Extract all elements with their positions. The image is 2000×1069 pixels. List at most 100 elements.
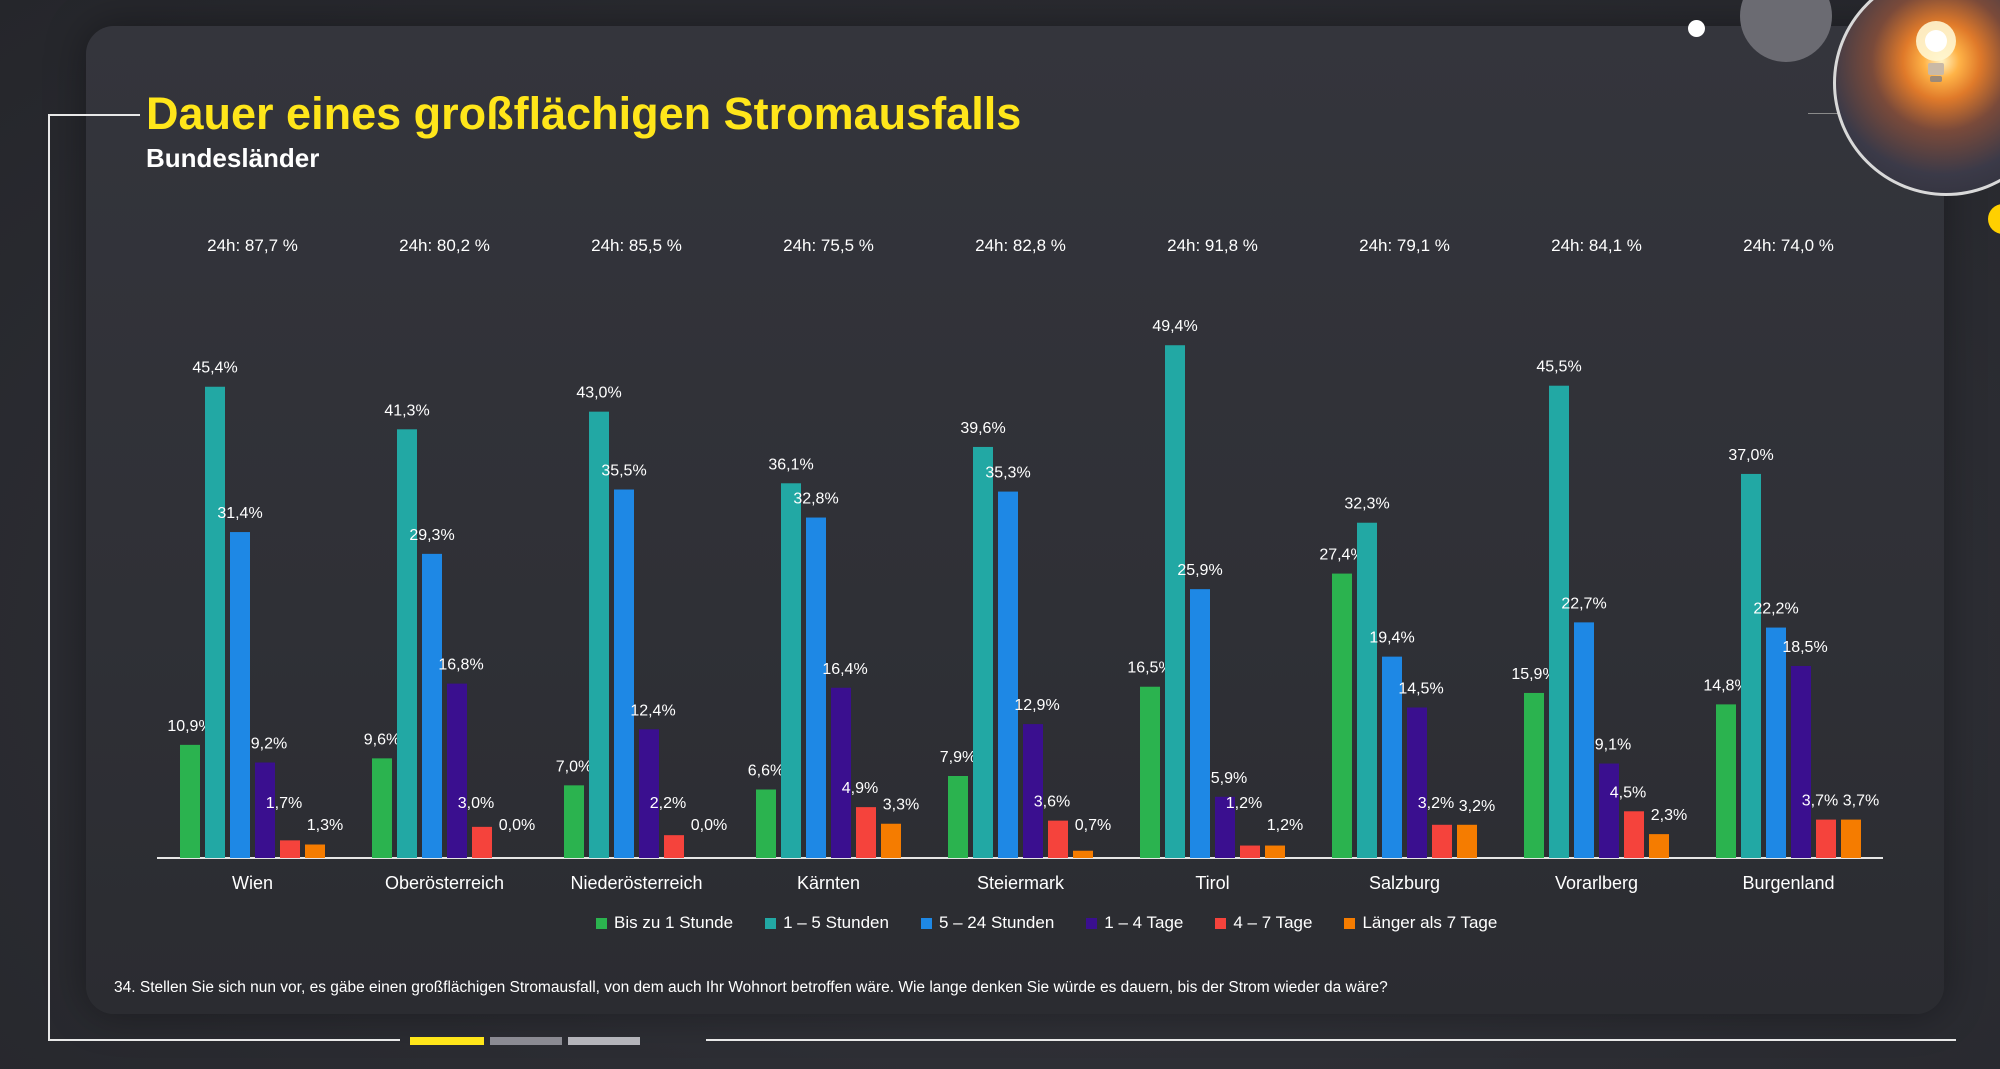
data-label: 35,3% <box>985 465 1030 482</box>
category-label: Salzburg <box>1369 873 1440 893</box>
lightbulb-icon <box>1916 21 1956 82</box>
legend-swatch <box>1086 917 1098 929</box>
data-label: 5,9% <box>1211 770 1247 787</box>
data-label: 37,0% <box>1728 447 1773 464</box>
bar <box>230 532 250 858</box>
bar <box>1816 819 1836 858</box>
data-label: 10,9% <box>167 718 212 735</box>
bar <box>1766 627 1786 858</box>
group-annotation: 24h: 85,5 % <box>591 236 682 255</box>
bar <box>564 785 584 858</box>
bar <box>1649 834 1669 858</box>
bar <box>280 840 300 858</box>
data-label: 2,2% <box>650 795 686 812</box>
data-label: 31,4% <box>217 505 262 522</box>
bar <box>205 386 225 858</box>
data-label: 29,3% <box>409 527 454 544</box>
data-label: 0,7% <box>1075 817 1111 834</box>
frame-line-top <box>48 114 140 116</box>
bar <box>856 807 876 858</box>
bar <box>1716 704 1736 858</box>
question-footnote: 34. Stellen Sie sich nun vor, es gäbe ei… <box>114 979 1388 996</box>
legend-label: 5 – 24 Stunden <box>938 913 1055 932</box>
bar <box>781 483 801 858</box>
legend-swatch <box>1215 917 1227 929</box>
data-label: 16,8% <box>438 657 483 674</box>
data-label: 12,9% <box>1014 697 1059 714</box>
bar <box>1574 622 1594 858</box>
group-annotation: 24h: 74,0 % <box>1743 236 1834 255</box>
bar <box>305 844 325 858</box>
legend-item: Länger als 7 Tage <box>1344 913 1497 933</box>
bar <box>255 762 275 858</box>
group-annotation: 24h: 80,2 % <box>399 236 490 255</box>
data-label: 3,7% <box>1802 793 1838 810</box>
bar <box>180 744 200 858</box>
bar <box>639 729 659 858</box>
bar <box>1215 796 1235 858</box>
legend-label: 4 – 7 Tage <box>1233 913 1313 932</box>
data-label: 3,2% <box>1418 795 1454 812</box>
bar <box>397 429 417 858</box>
legend-swatch <box>596 917 607 929</box>
data-label: 1,3% <box>307 817 343 834</box>
data-label: 9,1% <box>1595 737 1631 754</box>
data-label: 3,3% <box>883 797 919 814</box>
bar <box>1332 573 1352 858</box>
group-annotation: 24h: 91,8 % <box>1167 236 1258 255</box>
bar <box>1457 824 1477 858</box>
data-label: 45,4% <box>192 360 237 377</box>
bar <box>372 758 392 858</box>
bar <box>1190 589 1210 858</box>
data-label: 39,6% <box>960 420 1005 437</box>
legend-item: 5 – 24 Stunden <box>920 913 1055 933</box>
data-label: 22,2% <box>1753 601 1798 618</box>
data-label: 14,5% <box>1398 680 1443 697</box>
bar <box>998 491 1018 858</box>
bar <box>472 826 492 858</box>
bar <box>1791 665 1811 858</box>
decorative-dot-accent <box>1988 204 2000 234</box>
bar <box>1524 692 1544 858</box>
data-label: 3,6% <box>1034 794 1070 811</box>
legend-label: Länger als 7 Tage <box>1362 913 1498 932</box>
page-subtitle: Bundesländer <box>146 143 320 173</box>
frame-line-left <box>48 114 50 1040</box>
data-label: 3,7% <box>1843 793 1879 810</box>
data-label: 1,7% <box>266 795 302 812</box>
data-label: 3,0% <box>458 795 494 812</box>
data-label: 7,0% <box>556 758 592 775</box>
data-label: 43,0% <box>576 385 621 402</box>
legend-label: 1 – 5 Stunden <box>783 913 889 932</box>
data-label: 25,9% <box>1177 562 1222 579</box>
bar <box>1432 824 1452 858</box>
bar <box>1624 811 1644 858</box>
category-label: Burgenland <box>1742 873 1834 893</box>
pager-indicator[interactable] <box>490 1037 562 1045</box>
category-label: Wien <box>232 873 273 893</box>
bar <box>1140 686 1160 858</box>
bar <box>1357 522 1377 858</box>
bar <box>1073 850 1093 858</box>
data-label: 16,5% <box>1127 660 1172 677</box>
page-title: Dauer eines großflächigen Stromausfalls <box>146 88 1022 139</box>
pager-indicator[interactable] <box>568 1037 640 1045</box>
data-label: 16,4% <box>822 661 867 678</box>
group-annotation: 24h: 82,8 % <box>975 236 1066 255</box>
data-label: 36,1% <box>768 456 813 473</box>
bar <box>1265 845 1285 858</box>
bar <box>1841 819 1861 858</box>
data-label: 15,9% <box>1511 666 1556 683</box>
bar <box>973 446 993 858</box>
decorative-dot <box>1688 20 1705 37</box>
bar <box>806 517 826 858</box>
data-label: 35,5% <box>601 463 646 480</box>
data-label: 45,5% <box>1536 359 1581 376</box>
legend-swatch <box>765 917 777 929</box>
data-label: 3,2% <box>1459 798 1495 815</box>
data-label: 6,6% <box>748 762 784 779</box>
pager-indicator-active[interactable] <box>410 1037 484 1045</box>
bar <box>948 775 968 858</box>
legend-item: Bis zu 1 Stunde <box>596 913 733 933</box>
legend-item: 4 – 7 Tage <box>1215 913 1312 933</box>
